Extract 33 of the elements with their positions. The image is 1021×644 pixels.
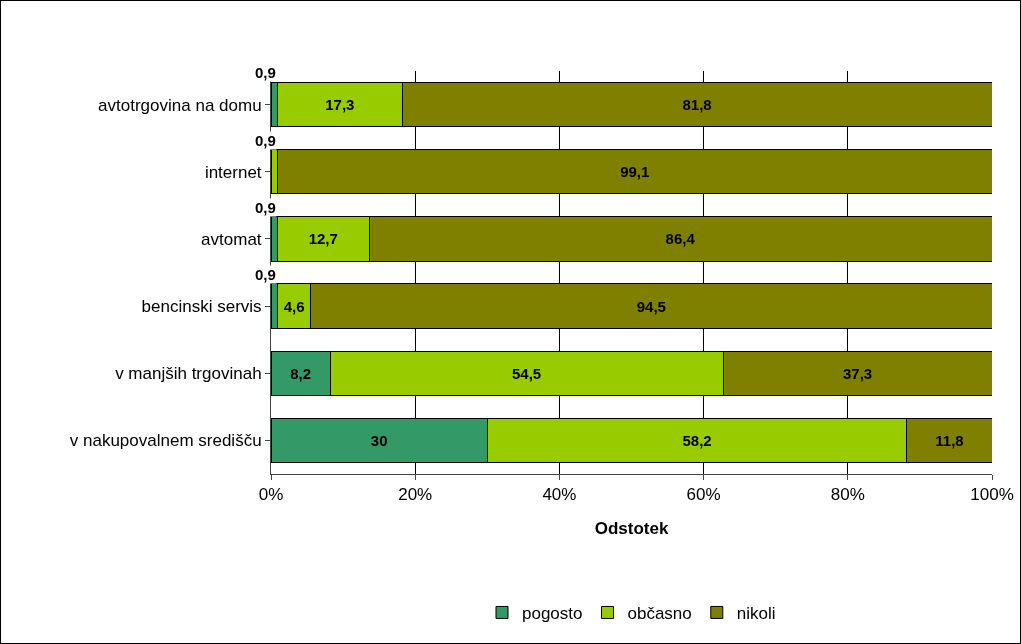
y-tick-label: bencinski servis [141,297,262,317]
legend-label: nikoli [736,604,776,624]
data-label: 30 [370,431,388,449]
data-label: 54,5 [511,364,542,382]
data-label: 0,9 [255,64,276,81]
data-label: 37,3 [842,364,873,382]
data-label: 94,5 [636,297,666,315]
data-label: 12,7 [308,230,338,248]
data-label: 4,6 [283,297,305,315]
data-label: 86,4 [665,230,696,248]
data-label: 58,2 [682,431,712,449]
y-tick-label: avtotrgovina na domu [98,95,262,115]
y-tick-label: internet [204,162,262,182]
data-label: 11,8 [935,431,964,449]
data-label: 0,9 [255,199,276,216]
x-tick-label: 20% [398,485,433,505]
y-tick-label: avtomat [201,229,262,249]
data-label: 17,3 [325,96,355,114]
x-axis-title: Odstotek [594,518,669,538]
data-label: 0,9 [255,132,276,149]
x-tick-label: 100% [970,485,1014,505]
data-label: 81,8 [682,96,712,114]
data-label: 0,9 [255,266,276,283]
data-label: 8,2 [290,364,311,382]
data-label: 99,1 [620,163,650,181]
y-tick-label: v manjših trgovinah [115,364,262,384]
x-tick-label: 40% [542,485,577,505]
y-tick-label: v nakupovalnem središču [69,431,262,451]
legend-label: občasno [627,604,692,624]
x-tick-label: 60% [686,485,721,505]
x-tick-label: 80% [830,485,865,505]
x-tick-label: 0% [258,485,284,505]
legend-label: pogosto [522,604,583,624]
